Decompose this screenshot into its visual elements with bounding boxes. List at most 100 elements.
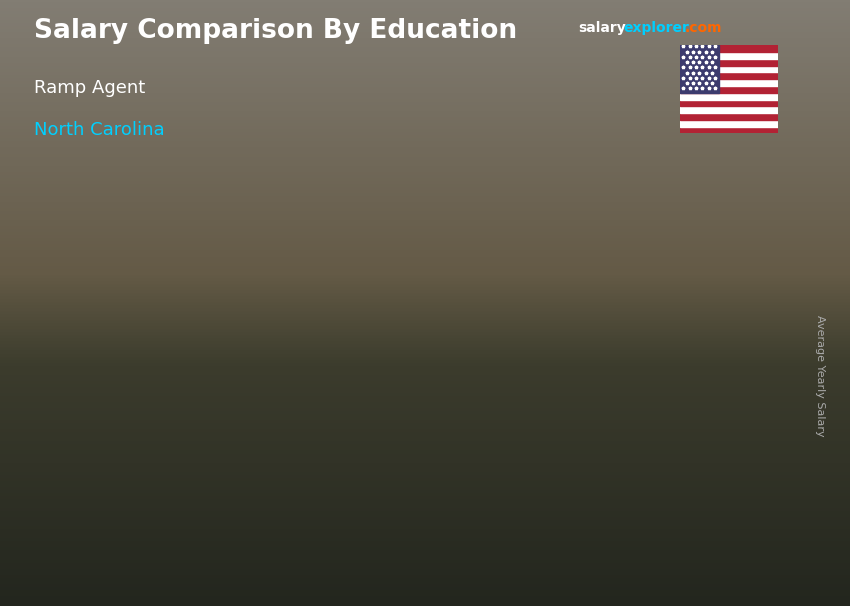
Bar	[340, 467, 460, 470]
Bar	[218, 415, 239, 418]
Bar	[701, 462, 721, 467]
Bar	[460, 481, 479, 485]
Bar	[701, 334, 721, 339]
Bar	[581, 158, 701, 164]
Bar	[218, 368, 239, 371]
Bar	[460, 363, 479, 367]
Bar	[460, 430, 479, 434]
Bar	[701, 471, 721, 476]
Bar	[460, 504, 479, 507]
Bar	[460, 264, 479, 268]
Bar	[99, 371, 218, 375]
Bar	[460, 333, 479, 338]
Bar	[701, 528, 721, 533]
Bar	[701, 182, 721, 187]
Bar	[99, 436, 218, 439]
Bar	[99, 363, 218, 366]
Bar	[218, 363, 239, 366]
Bar	[99, 458, 218, 461]
Bar	[460, 499, 479, 504]
Bar	[99, 519, 218, 522]
Bar	[581, 358, 701, 362]
Bar	[99, 411, 218, 415]
Bar	[701, 244, 721, 249]
Bar	[218, 382, 239, 385]
Bar	[581, 291, 701, 296]
Bar	[701, 191, 721, 197]
Bar	[460, 308, 479, 312]
Bar	[218, 396, 239, 399]
Bar	[218, 385, 239, 388]
Bar	[99, 503, 218, 507]
Bar	[99, 473, 218, 477]
Bar	[99, 487, 218, 490]
Bar	[99, 530, 218, 533]
Bar	[340, 230, 479, 238]
Bar	[340, 260, 460, 264]
Bar	[218, 425, 239, 428]
Bar	[460, 393, 479, 397]
Bar	[99, 479, 218, 482]
Bar	[581, 452, 701, 458]
Bar	[460, 478, 479, 482]
Bar	[218, 439, 239, 442]
Bar	[701, 362, 721, 367]
Bar	[340, 275, 460, 279]
Bar	[99, 361, 218, 364]
Bar	[99, 382, 218, 385]
Bar	[99, 344, 218, 347]
Bar	[99, 484, 218, 487]
Bar	[460, 241, 479, 245]
Bar	[218, 417, 239, 420]
Bar	[460, 301, 479, 304]
Bar	[99, 387, 218, 390]
Bar	[460, 451, 479, 456]
Bar	[581, 168, 701, 173]
Bar	[99, 430, 218, 434]
Bar	[340, 385, 460, 390]
Bar	[701, 296, 721, 301]
Bar	[218, 401, 239, 404]
Bar	[581, 258, 701, 263]
Bar	[99, 476, 218, 479]
Bar	[340, 315, 460, 319]
Bar	[99, 444, 218, 447]
Bar	[581, 220, 701, 225]
Bar	[701, 319, 721, 325]
Bar	[340, 382, 460, 385]
Bar	[218, 428, 239, 431]
Bar	[701, 329, 721, 334]
Bar	[340, 393, 460, 397]
Bar	[460, 238, 479, 242]
Bar	[218, 420, 239, 423]
Bar	[340, 348, 460, 353]
Bar	[460, 525, 479, 530]
Bar	[581, 301, 701, 306]
Bar	[460, 389, 479, 393]
Bar	[460, 415, 479, 419]
Bar	[99, 404, 218, 407]
Bar	[99, 385, 218, 388]
Bar	[460, 359, 479, 364]
Bar	[340, 514, 460, 519]
Bar	[218, 479, 239, 482]
Bar	[340, 474, 460, 478]
Bar	[340, 504, 460, 507]
Bar	[581, 476, 701, 481]
Bar	[218, 376, 239, 380]
Bar	[218, 328, 239, 331]
Bar	[680, 65, 778, 73]
Bar	[581, 339, 701, 344]
Bar	[218, 352, 239, 356]
Bar	[460, 518, 479, 522]
Bar	[340, 311, 460, 316]
Bar	[460, 507, 479, 511]
Bar	[340, 459, 460, 463]
Bar	[340, 455, 460, 459]
Bar	[99, 368, 218, 371]
Bar	[581, 395, 701, 401]
Bar	[460, 455, 479, 459]
Bar	[701, 168, 721, 173]
Bar	[460, 282, 479, 286]
Bar	[701, 400, 721, 405]
